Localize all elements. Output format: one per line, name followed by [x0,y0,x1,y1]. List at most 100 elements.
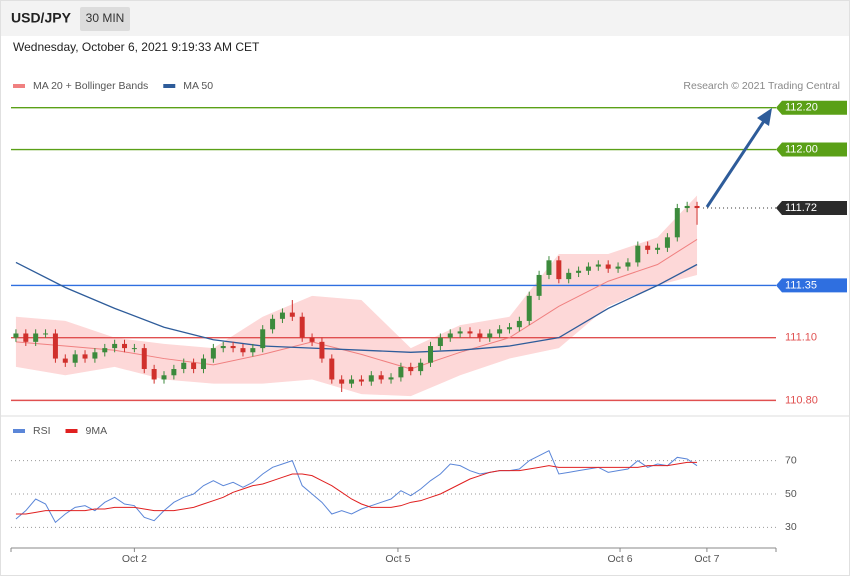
candle-body [595,264,601,267]
level-tag [776,278,847,293]
candle-body [309,337,315,342]
candle-body [279,312,285,319]
candle-body [319,341,325,359]
x-tick-label: Oct 6 [607,553,632,565]
candle-body [398,366,404,378]
moving-average [15,261,698,353]
x-tick-label: Oct 2 [122,553,147,565]
x-tick-label: Oct 7 [694,553,719,565]
candle-body [200,358,206,370]
legend-swatch [65,429,78,433]
candle-body [418,362,424,372]
candle-body [43,333,49,335]
candle-body [13,333,19,338]
level-label: 111.72 [785,202,817,214]
level-label: 112.20 [785,102,818,114]
candle-body [378,375,384,380]
price-panel: 112.20 112.00 111.72 111.35 111.10 110.80 MA 2… [11,80,847,406]
candle-body [566,272,572,280]
rsi-panel: 30 50 70 Oct 2 Oct 5 Oct 6 Oct 7 RSI 9MA [10,425,797,565]
candle-body [240,348,246,353]
legend-swatch [13,84,25,88]
candle-body [487,333,493,338]
target-arrow [705,108,772,208]
legend-swatch [163,84,176,88]
level-label: 111.10 [785,332,817,344]
y-tick-label: 30 [785,521,797,533]
candle-body [191,362,197,370]
candle-body [141,348,147,370]
candle-body [516,320,522,328]
candle-body [220,346,226,349]
candle-body [645,245,651,250]
candle-body [576,270,582,273]
candle-body [82,354,88,359]
candle-body [102,348,108,353]
header-bar [1,1,849,36]
credit: Research © 2021 Trading Central [683,80,840,92]
timestamp: Wednesday, October 6, 2021 9:19:33 AM CE… [13,40,260,54]
candle-body [131,348,137,350]
candle-body [329,358,335,380]
candle-body [428,346,434,363]
level-label: 112.00 [785,143,818,155]
moving-average [15,238,698,370]
candle-body [506,327,512,330]
candle-body [664,237,670,248]
legend-label: 9MA [86,425,108,437]
candle-body [546,260,552,275]
candle-body [497,329,503,334]
candle-body [408,366,414,372]
candle-body [526,295,532,321]
candle-body [556,260,562,280]
interval-button[interactable] [80,7,130,31]
candle-body [655,247,661,250]
series-line [15,449,698,524]
legend-label: MA 20 + Bollinger Bands [33,80,148,92]
candle-body [605,264,611,269]
candle-body [62,358,68,363]
candle-body [368,375,374,382]
candle-body [52,333,58,359]
arrow-head [757,108,772,126]
level-label: 111.35 [785,279,817,291]
candle-body [122,343,128,349]
candle-body [536,274,542,296]
candle-body [467,331,473,334]
candle-body [339,379,345,384]
y-tick-label: 70 [785,454,797,466]
candle-body [250,348,256,353]
series-line [15,461,698,515]
candle-body [684,205,690,209]
candle-body [477,333,483,338]
candle-body [171,369,177,376]
candle-body [437,337,443,347]
level-tag [776,100,847,115]
candle-body [161,375,167,380]
candle-body [72,354,78,363]
candle-body [457,331,463,334]
candle-body [33,333,39,342]
symbol: USD/JPY [11,10,72,26]
candle-body [23,333,29,342]
candle-body [358,379,364,382]
legend-swatch [13,429,25,433]
arrow-shaft [705,120,766,208]
candle-body [289,312,295,317]
candle-body [625,262,631,267]
candle-body [181,362,187,370]
legend-label: RSI [33,425,51,437]
candle-body [260,329,266,349]
candle-body [674,208,680,238]
candle-body [210,348,216,359]
candle-body [585,266,591,271]
candle-body [270,318,276,330]
candle-body [112,343,118,349]
candle-body [694,205,700,209]
candle-body [388,377,394,380]
candle-body [349,379,355,384]
interval[interactable]: 30 MIN [86,11,125,25]
candle-body [635,245,641,263]
